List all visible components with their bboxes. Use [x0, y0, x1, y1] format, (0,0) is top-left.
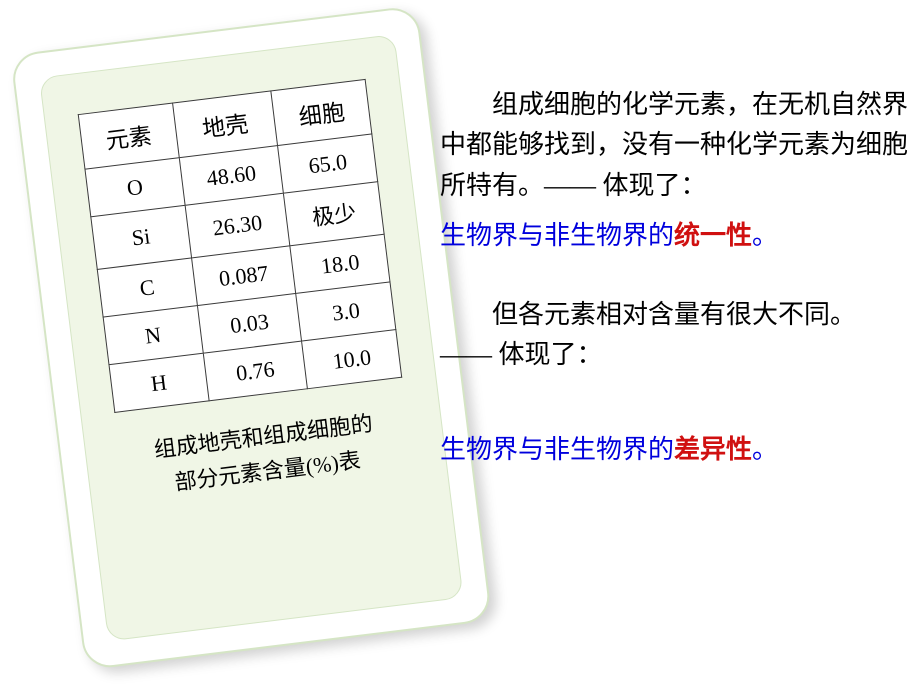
explanation-text: 组成细胞的化学元素，在无机自然界中都能够找到，没有一种化学元素为细胞所特有。——…	[440, 85, 910, 469]
hl1-suffix: 。	[752, 221, 778, 250]
card-outer: 元素 地壳 细胞 O 48.60 65.0 Si 26.30 极少 C	[10, 5, 493, 670]
hl1-emph: 统一性	[674, 221, 752, 250]
cell: 10.0	[302, 330, 402, 389]
hl2-suffix: 。	[752, 435, 778, 464]
hl2-emph: 差异性	[674, 435, 752, 464]
table-caption: 组成地壳和组成细胞的 部分元素含量(%)表	[152, 406, 379, 503]
highlight-1: 生物界与非生物界的统一性。	[440, 216, 910, 255]
hl2-prefix: 生物界与非生物界的	[440, 435, 674, 464]
cell: H	[109, 353, 209, 412]
paragraph-1: 组成细胞的化学元素，在无机自然界中都能够找到，没有一种化学元素为细胞所特有。——…	[440, 85, 910, 206]
element-table: 元素 地壳 细胞 O 48.60 65.0 Si 26.30 极少 C	[78, 79, 403, 413]
highlight-2: 生物界与非生物界的差异性。	[440, 430, 910, 469]
hl1-prefix: 生物界与非生物界的	[440, 221, 674, 250]
paragraph-2: 但各元素相对含量有很大不同。 —— 体现了：	[440, 295, 910, 376]
card-inner: 元素 地壳 细胞 O 48.60 65.0 Si 26.30 极少 C	[39, 34, 464, 641]
